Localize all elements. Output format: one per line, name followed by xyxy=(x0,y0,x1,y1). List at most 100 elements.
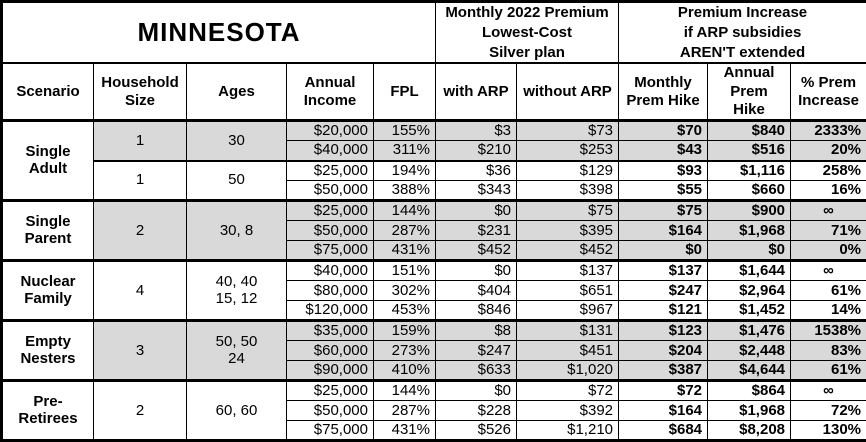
cell-annual-income: $20,000 xyxy=(287,121,374,141)
cell-annual-income: $80,000 xyxy=(287,281,374,301)
cell-fpl: 410% xyxy=(374,361,436,381)
cell-monthly-hike: $43 xyxy=(619,141,708,161)
cell-pct-increase: 83% xyxy=(791,341,866,361)
cell-with-arp: $0 xyxy=(436,201,517,221)
cell-annual-income: $90,000 xyxy=(287,361,374,381)
cell-annual-hike: $2,964 xyxy=(708,281,791,301)
cell-annual-hike: $0 xyxy=(708,241,791,261)
cell-monthly-hike: $72 xyxy=(619,381,708,401)
cell-annual-income: $50,000 xyxy=(287,181,374,201)
cell-ages: 30 xyxy=(187,121,287,161)
cell-annual-hike: $1,968 xyxy=(708,401,791,421)
cell-pct-increase: ∞ xyxy=(791,261,866,281)
cell-household-size: 1 xyxy=(94,121,187,161)
cell-monthly-hike: $55 xyxy=(619,181,708,201)
cell-annual-hike: $660 xyxy=(708,181,791,201)
cell-monthly-hike: $93 xyxy=(619,161,708,181)
cell-with-arp: $343 xyxy=(436,181,517,201)
col-header-annual-income: Annual Income xyxy=(287,63,374,120)
cell-annual-hike: $1,452 xyxy=(708,301,791,321)
cell-household-size: 4 xyxy=(94,261,187,321)
col-header-fpl: FPL xyxy=(374,63,436,120)
cell-without-arp: $1,210 xyxy=(517,421,619,441)
cell-fpl: 453% xyxy=(374,301,436,321)
cell-without-arp: $967 xyxy=(517,301,619,321)
cell-pct-increase: 71% xyxy=(791,221,866,241)
cell-with-arp: $0 xyxy=(436,381,517,401)
cell-fpl: 194% xyxy=(374,161,436,181)
cell-household-size: 1 xyxy=(94,161,187,201)
cell-with-arp: $8 xyxy=(436,321,517,341)
cell-annual-income: $25,000 xyxy=(287,381,374,401)
cell-without-arp: $1,020 xyxy=(517,361,619,381)
col-header-monthly-hike: Monthly Prem Hike xyxy=(619,63,708,120)
cell-pct-increase: ∞ xyxy=(791,201,866,221)
cell-scenario: Nuclear Family xyxy=(2,261,94,321)
cell-with-arp: $633 xyxy=(436,361,517,381)
cell-monthly-hike: $123 xyxy=(619,321,708,341)
col-header-ages: Ages xyxy=(187,63,287,120)
cell-without-arp: $395 xyxy=(517,221,619,241)
cell-monthly-hike: $684 xyxy=(619,421,708,441)
col-header-household-size: Household Size xyxy=(94,63,187,120)
cell-with-arp: $526 xyxy=(436,421,517,441)
cell-pct-increase: 14% xyxy=(791,301,866,321)
cell-monthly-hike: $164 xyxy=(619,221,708,241)
cell-fpl: 311% xyxy=(374,141,436,161)
cell-with-arp: $452 xyxy=(436,241,517,261)
cell-pct-increase: 258% xyxy=(791,161,866,181)
cell-annual-hike: $1,476 xyxy=(708,321,791,341)
cell-with-arp: $231 xyxy=(436,221,517,241)
cell-monthly-hike: $75 xyxy=(619,201,708,221)
cell-fpl: 159% xyxy=(374,321,436,341)
cell-annual-income: $75,000 xyxy=(287,241,374,261)
column-header-row: Scenario Household Size Ages Annual Inco… xyxy=(2,63,866,120)
cell-fpl: 144% xyxy=(374,201,436,221)
cell-without-arp: $452 xyxy=(517,241,619,261)
cell-household-size: 2 xyxy=(94,201,187,261)
cell-fpl: 287% xyxy=(374,221,436,241)
cell-annual-income: $50,000 xyxy=(287,401,374,421)
cell-household-size: 3 xyxy=(94,321,187,381)
cell-fpl: 144% xyxy=(374,381,436,401)
cell-monthly-hike: $137 xyxy=(619,261,708,281)
cell-fpl: 273% xyxy=(374,341,436,361)
cell-scenario: Pre- Retirees xyxy=(2,381,94,441)
cell-without-arp: $451 xyxy=(517,341,619,361)
cell-without-arp: $651 xyxy=(517,281,619,301)
cell-with-arp: $0 xyxy=(436,261,517,281)
cell-annual-income: $50,000 xyxy=(287,221,374,241)
cell-pct-increase: 1538% xyxy=(791,321,866,341)
increase-group-header: Premium Increase if ARP subsidies AREN'T… xyxy=(619,2,866,64)
cell-ages: 50, 50 24 xyxy=(187,321,287,381)
cell-pct-increase: 0% xyxy=(791,241,866,261)
cell-pct-increase: 16% xyxy=(791,181,866,201)
cell-without-arp: $75 xyxy=(517,201,619,221)
cell-without-arp: $392 xyxy=(517,401,619,421)
cell-without-arp: $398 xyxy=(517,181,619,201)
cell-monthly-hike: $0 xyxy=(619,241,708,261)
cell-monthly-hike: $204 xyxy=(619,341,708,361)
cell-fpl: 431% xyxy=(374,241,436,261)
cell-with-arp: $210 xyxy=(436,141,517,161)
cell-with-arp: $36 xyxy=(436,161,517,181)
cell-fpl: 155% xyxy=(374,121,436,141)
cell-without-arp: $253 xyxy=(517,141,619,161)
cell-pct-increase: 72% xyxy=(791,401,866,421)
cell-with-arp: $404 xyxy=(436,281,517,301)
cell-monthly-hike: $387 xyxy=(619,361,708,381)
cell-annual-hike: $840 xyxy=(708,121,791,141)
cell-with-arp: $247 xyxy=(436,341,517,361)
col-header-scenario: Scenario xyxy=(2,63,94,120)
cell-household-size: 2 xyxy=(94,381,187,441)
cell-without-arp: $129 xyxy=(517,161,619,181)
col-header-annual-hike: Annual Prem Hike xyxy=(708,63,791,120)
cell-annual-hike: $1,116 xyxy=(708,161,791,181)
cell-scenario: Empty Nesters xyxy=(2,321,94,381)
cell-ages: 50 xyxy=(187,161,287,201)
